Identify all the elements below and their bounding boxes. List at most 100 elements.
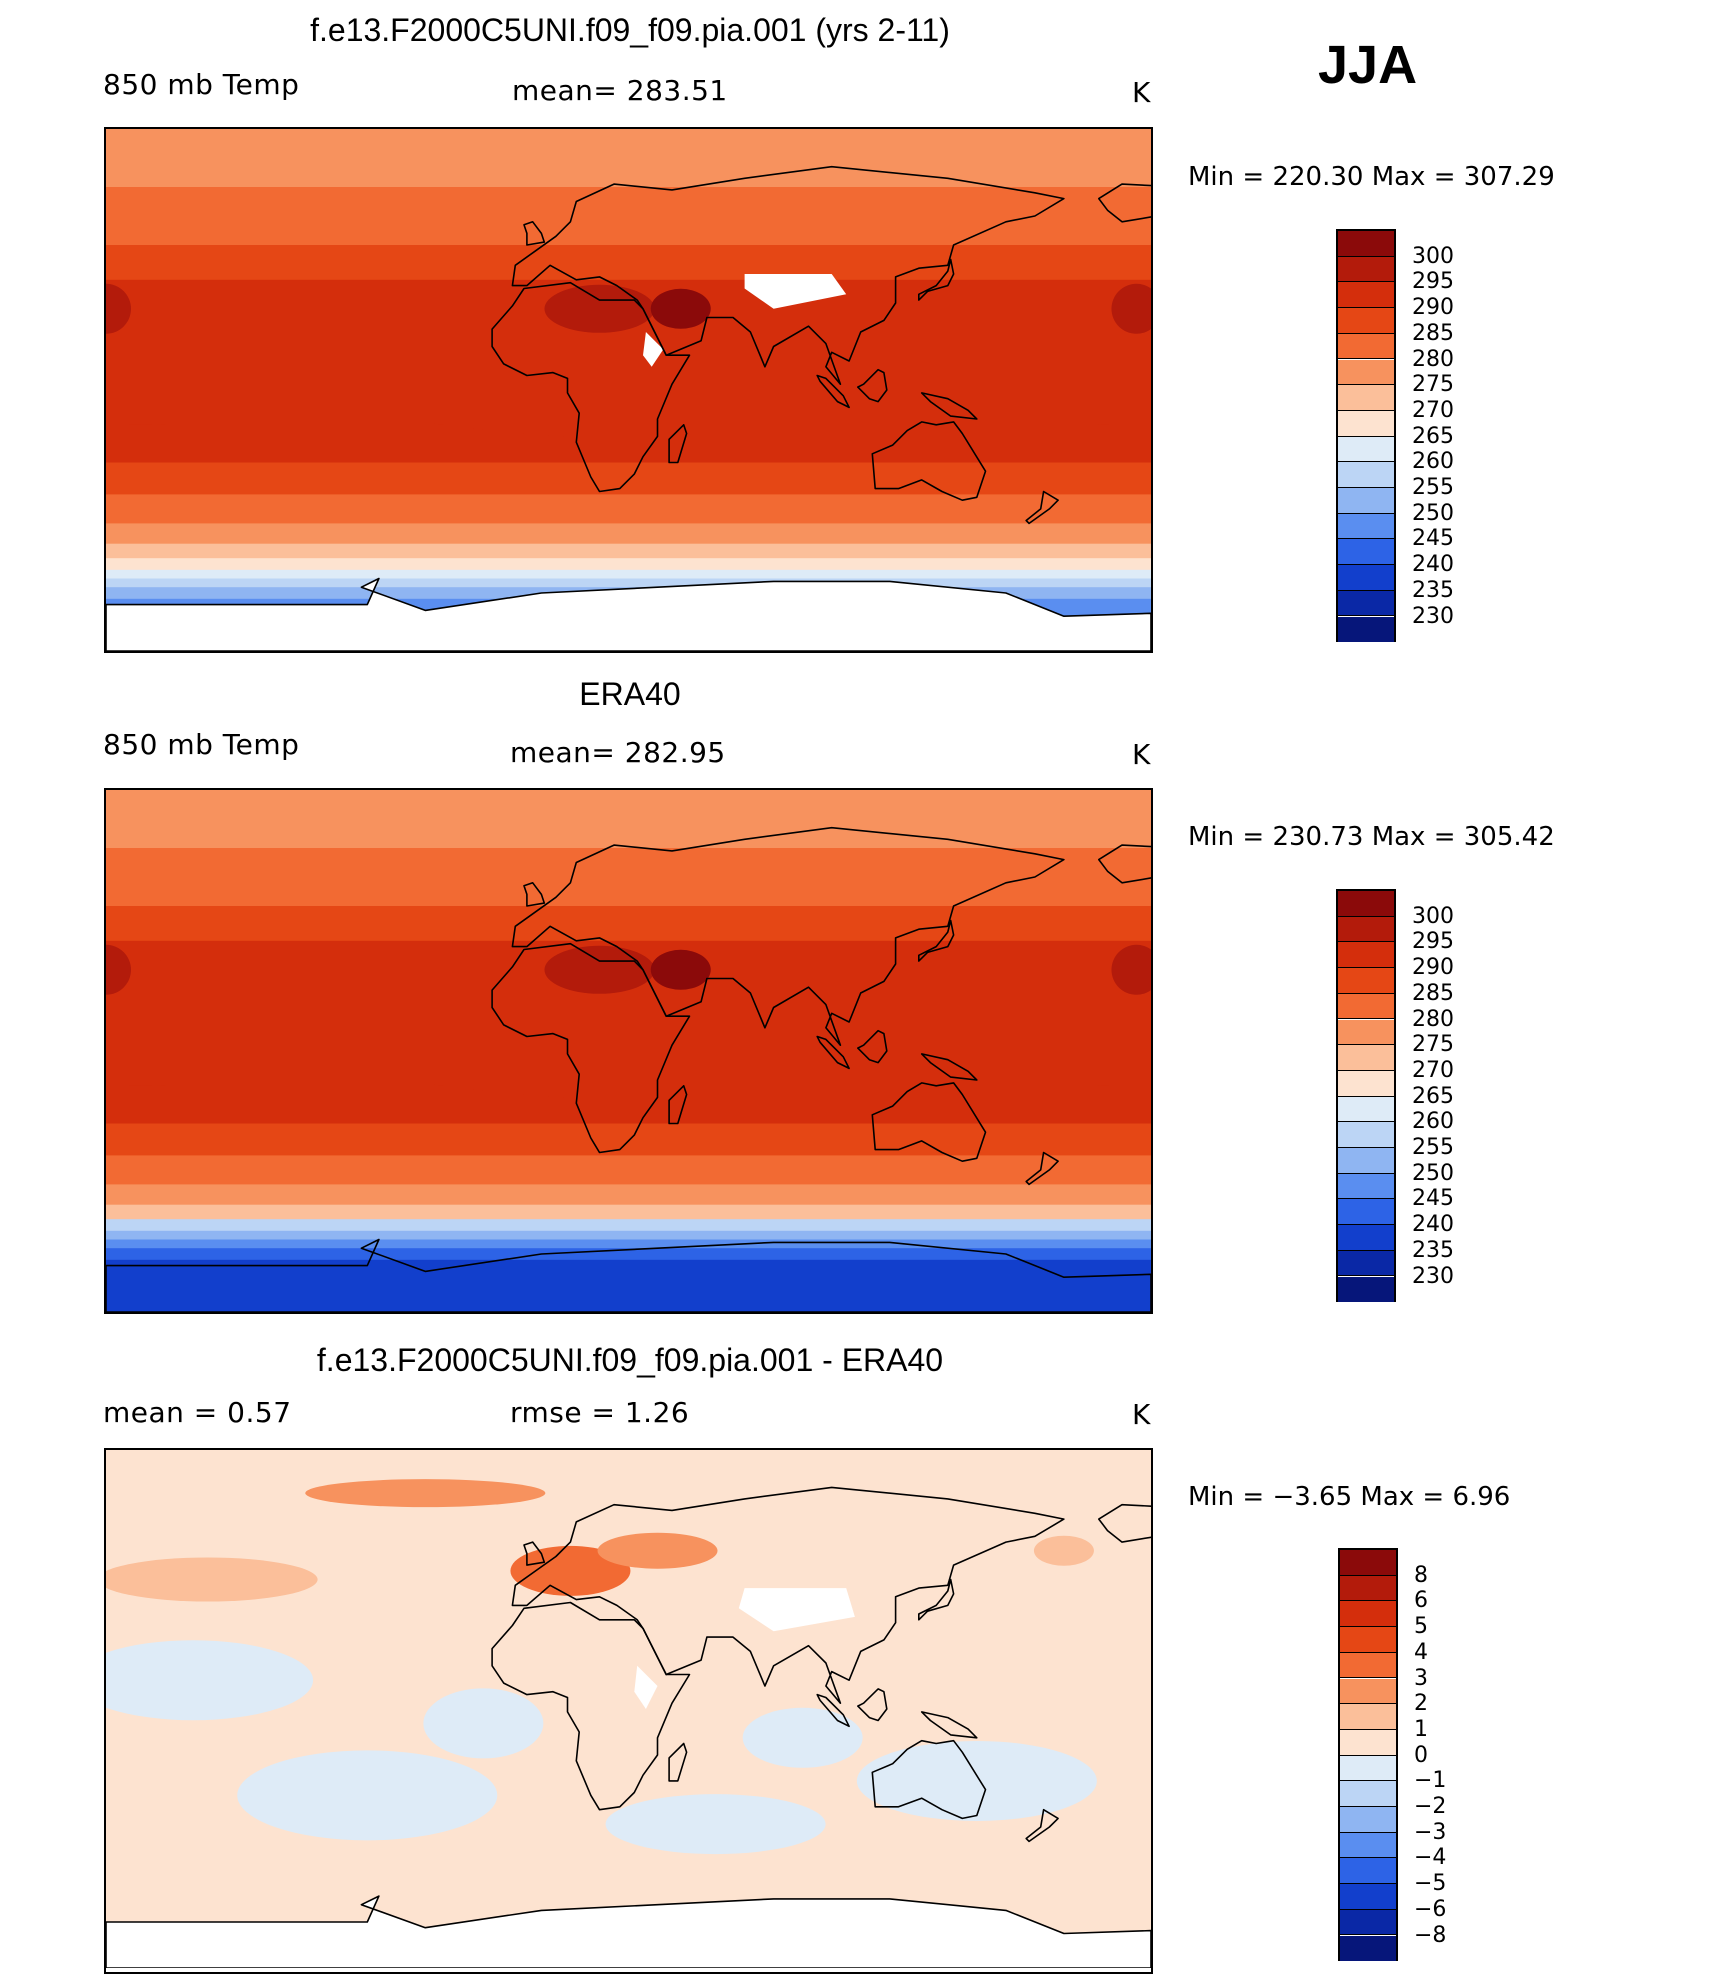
panel-title: ERA40 (579, 676, 681, 712)
panel-title: f.e13.F2000C5UNI.f09_f09.pia.001 (yrs 2-… (310, 12, 950, 48)
colorbar-label: 290 (1412, 295, 1454, 321)
coastline (523, 1541, 546, 1566)
contour-band (106, 129, 1151, 188)
coastline (871, 1739, 987, 1820)
coastline (106, 1895, 1151, 1968)
hot-spot (650, 949, 711, 990)
contour-band (106, 1155, 1151, 1186)
colorbar-label: 255 (1412, 1135, 1454, 1160)
colorbar-swatch (1340, 1729, 1396, 1756)
colorbar-box (1336, 229, 1396, 643)
missing-data-mask (106, 1896, 1151, 1968)
hot-spot (650, 288, 711, 329)
colorbar-label: 275 (1412, 372, 1454, 398)
colorbar-label: −6 (1414, 1896, 1447, 1922)
colorbar-label: 255 (1412, 475, 1454, 500)
colorbar-swatch (1340, 1678, 1396, 1705)
colorbar-swatch (1340, 1858, 1396, 1885)
contour-band (106, 1259, 1151, 1312)
colorbar-label: 235 (1412, 1237, 1454, 1263)
colorbar-label: 8 (1414, 1562, 1428, 1588)
colorbar-swatch (1338, 1070, 1394, 1097)
colorbar-label: 1 (1414, 1716, 1428, 1742)
colorbar-label: −2 (1414, 1794, 1447, 1819)
negative-anomaly (856, 1740, 1097, 1821)
coastline (106, 1238, 1151, 1312)
rmse-label: rmse = 1.26 (510, 1396, 690, 1429)
missing-data-mask (106, 578, 1151, 651)
coastline (1025, 1151, 1059, 1186)
colorbar-swatch (1338, 1045, 1394, 1071)
map-obs (104, 788, 1153, 1314)
colorbar-box (1338, 1548, 1398, 1962)
colorbar-swatch (1340, 1601, 1396, 1628)
colorbar-swatch (1338, 385, 1394, 411)
colorbar-label: 2 (1414, 1691, 1428, 1717)
colorbar-swatch (1338, 256, 1394, 283)
coastline (871, 421, 987, 502)
colorbar-label: 0 (1414, 1742, 1428, 1768)
variable-label: 850 mb Temp (103, 68, 300, 101)
coastline (856, 1688, 888, 1722)
coastline (668, 1084, 688, 1125)
coastline (491, 942, 691, 1154)
coastline (816, 1693, 850, 1728)
coastline (856, 368, 888, 403)
colorbar-swatch (1340, 1575, 1396, 1602)
colorbar-label: 240 (1412, 1212, 1454, 1238)
colorbar-box (1336, 889, 1396, 1303)
mean-label: mean= 283.51 (512, 74, 728, 107)
colorbar-label: 260 (1412, 1109, 1454, 1135)
colorbar-swatch (1338, 993, 1394, 1020)
colorbar-label: 295 (1412, 929, 1454, 955)
coastline (816, 374, 850, 409)
missing-data-patch (744, 274, 847, 309)
colorbar-swatch (1338, 513, 1394, 540)
colorbar-swatch (1338, 410, 1394, 437)
colorbar-label: 275 (1412, 1032, 1454, 1058)
colorbar-label: 285 (1412, 980, 1454, 1006)
contour-band (106, 1230, 1151, 1241)
coastline (917, 258, 955, 301)
colorbar-swatch (1338, 565, 1394, 591)
negative-anomaly (605, 1794, 826, 1855)
coastline (917, 919, 955, 962)
colorbar-label: −4 (1414, 1845, 1447, 1871)
colorbar-label: 285 (1412, 320, 1454, 346)
coastline (491, 281, 691, 493)
colorbar-swatch (1338, 539, 1394, 566)
missing-data-patch (643, 332, 664, 367)
colorbar-label: −8 (1414, 1922, 1447, 1948)
colorbar-swatch (1338, 1019, 1394, 1046)
colorbar-label: 280 (1412, 1006, 1454, 1032)
colorbar-swatch (1338, 1096, 1394, 1123)
contour-band (106, 494, 1151, 525)
colorbar-swatch (1340, 1781, 1396, 1807)
coastline (106, 577, 1151, 651)
colorbar-swatch (1338, 1173, 1394, 1200)
colorbar-label: 265 (1412, 423, 1454, 449)
hot-spot (106, 944, 131, 995)
contour-band (106, 578, 1151, 589)
positive-anomaly (1033, 1535, 1094, 1566)
colorbar-label: 260 (1412, 449, 1454, 475)
contour-band (106, 523, 1151, 545)
colorbar-label: −3 (1414, 1819, 1447, 1845)
colorbar-swatch (1338, 231, 1394, 257)
contour-band (106, 187, 1151, 246)
contour-band (106, 906, 1151, 942)
contour-band (106, 569, 1151, 580)
colorbar-swatch (1340, 1755, 1396, 1782)
colorbar-swatch (1338, 488, 1394, 514)
colorbar-label: −5 (1414, 1871, 1447, 1897)
missing-data-patch (634, 1665, 658, 1709)
units-label: K (1132, 76, 1151, 109)
hot-spot (544, 284, 655, 333)
colorbar-swatch (1340, 1627, 1396, 1653)
coastline (920, 1053, 978, 1081)
colorbar-label: 245 (1412, 1186, 1454, 1212)
colorbar-swatch (1338, 1250, 1394, 1277)
colorbar-swatch (1340, 1704, 1396, 1730)
colorbar-label: 295 (1412, 269, 1454, 295)
colorbar-swatch (1338, 942, 1394, 969)
